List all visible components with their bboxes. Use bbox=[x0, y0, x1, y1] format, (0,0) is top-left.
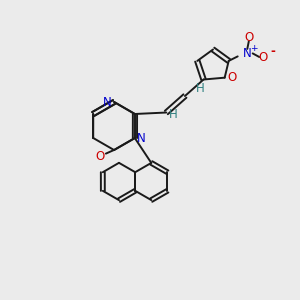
Text: N: N bbox=[243, 47, 252, 60]
Text: O: O bbox=[227, 71, 237, 84]
Text: -: - bbox=[270, 45, 275, 58]
Text: O: O bbox=[244, 31, 254, 44]
Text: O: O bbox=[96, 149, 105, 163]
Text: +: + bbox=[250, 44, 258, 52]
Text: H: H bbox=[169, 107, 177, 121]
Text: N: N bbox=[103, 95, 112, 109]
Text: O: O bbox=[258, 50, 268, 64]
Text: H: H bbox=[196, 82, 204, 95]
Text: N: N bbox=[137, 131, 146, 145]
